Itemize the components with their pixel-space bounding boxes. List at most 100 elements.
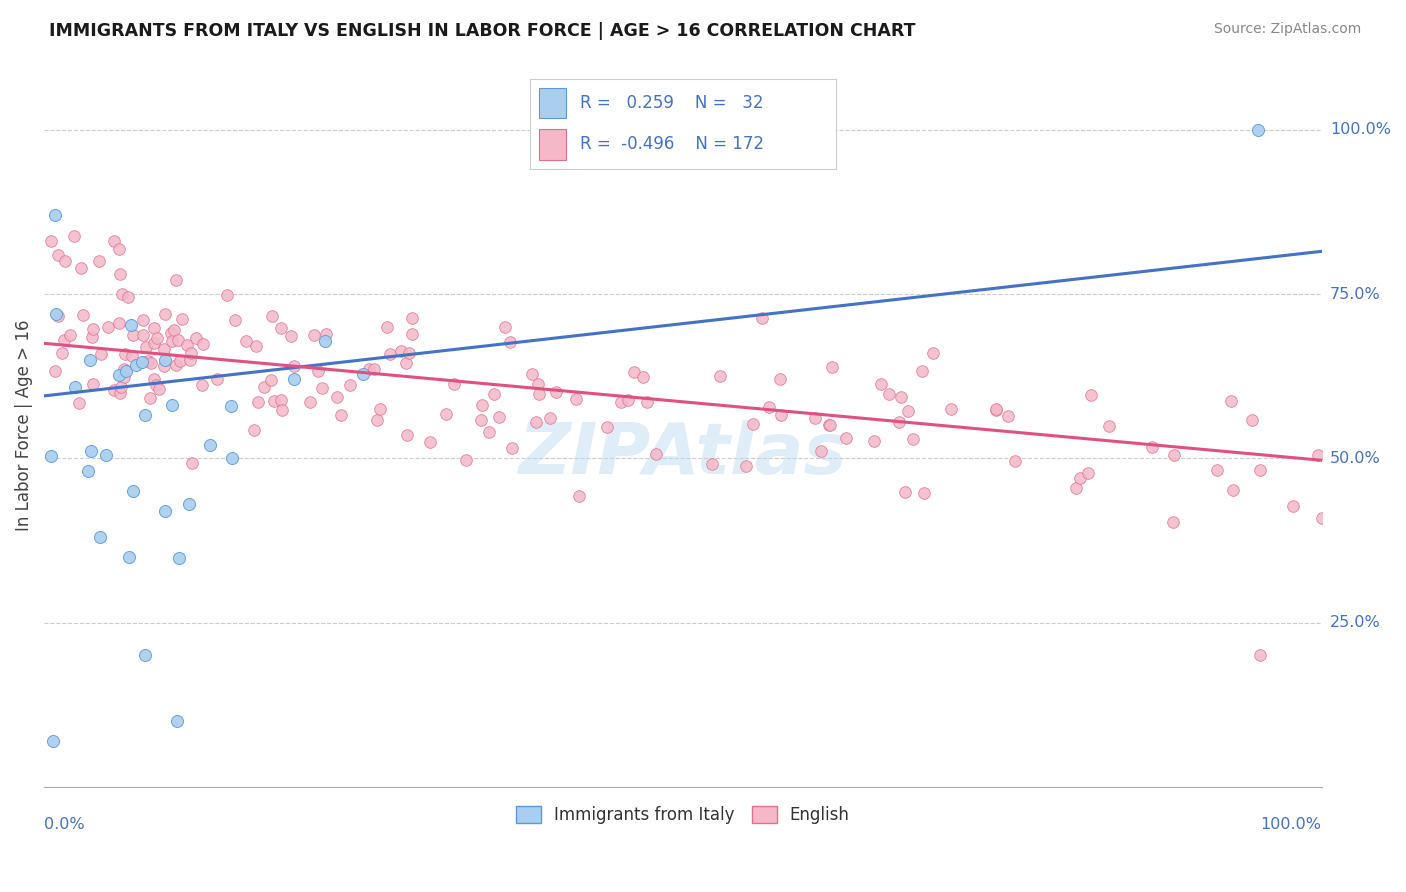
Point	[997, 409, 1019, 423]
Point	[520, 367, 543, 381]
Point	[1282, 500, 1305, 514]
Point	[120, 318, 142, 333]
Point	[170, 311, 193, 326]
Point	[709, 369, 731, 384]
Point	[835, 431, 858, 445]
Point	[820, 417, 842, 432]
Point	[245, 339, 267, 353]
Point	[1069, 471, 1091, 485]
Text: 0.0%: 0.0%	[44, 817, 84, 832]
Point	[862, 434, 884, 449]
Point	[153, 342, 176, 356]
Point	[1161, 515, 1184, 529]
Point	[1206, 463, 1229, 477]
Point	[82, 322, 104, 336]
Point	[97, 320, 120, 334]
Point	[82, 330, 104, 344]
Point	[524, 415, 547, 429]
Point	[283, 372, 305, 386]
Point	[1249, 648, 1271, 663]
Point	[1247, 122, 1270, 136]
Point	[145, 377, 167, 392]
Point	[153, 359, 176, 373]
Point	[191, 337, 214, 351]
Point	[270, 392, 292, 407]
Point	[155, 504, 177, 518]
Legend: Immigrants from Italy, English: Immigrants from Italy, English	[508, 797, 858, 833]
Point	[401, 326, 423, 341]
Point	[922, 346, 945, 360]
Point	[139, 391, 162, 405]
Point	[501, 442, 523, 456]
Point	[1066, 481, 1088, 495]
Point	[1077, 466, 1099, 480]
Point	[114, 347, 136, 361]
Point	[389, 344, 412, 359]
Point	[112, 362, 135, 376]
Point	[298, 395, 321, 409]
Point	[631, 370, 654, 384]
Point	[169, 353, 191, 368]
Point	[482, 387, 505, 401]
Point	[307, 364, 329, 378]
Point	[329, 408, 352, 422]
Point	[67, 396, 90, 410]
Point	[184, 330, 207, 344]
Point	[419, 435, 441, 450]
Point	[986, 403, 1008, 417]
Point	[1163, 448, 1185, 462]
Point	[108, 368, 131, 383]
Point	[217, 288, 239, 302]
Point	[645, 447, 668, 461]
Point	[134, 408, 156, 422]
Point	[302, 327, 325, 342]
Point	[283, 359, 305, 373]
Point	[339, 378, 361, 392]
Point	[375, 320, 398, 334]
Point	[70, 260, 93, 275]
Point	[769, 371, 792, 385]
Text: 50.0%: 50.0%	[1330, 450, 1381, 466]
Point	[314, 334, 336, 349]
Point	[153, 352, 176, 367]
Point	[527, 376, 550, 391]
Point	[911, 364, 934, 378]
Point	[398, 346, 420, 360]
Point	[326, 390, 349, 404]
Point	[181, 456, 204, 470]
Point	[53, 254, 76, 268]
Point	[108, 268, 131, 282]
Point	[758, 400, 780, 414]
Point	[538, 411, 561, 425]
Point	[568, 488, 591, 502]
Point	[166, 714, 188, 728]
Point	[803, 411, 825, 425]
Point	[395, 427, 418, 442]
Point	[131, 354, 153, 368]
Point	[111, 286, 134, 301]
Point	[148, 382, 170, 396]
Point	[145, 331, 167, 345]
Text: 100.0%: 100.0%	[1330, 122, 1391, 137]
Point	[246, 395, 269, 409]
Point	[912, 486, 935, 500]
Text: 25.0%: 25.0%	[1330, 615, 1381, 630]
Point	[198, 438, 221, 452]
Point	[132, 327, 155, 342]
Point	[544, 384, 567, 399]
Point	[242, 423, 264, 437]
Point	[46, 247, 69, 261]
Point	[395, 356, 418, 370]
Point	[167, 551, 190, 566]
Point	[107, 316, 129, 330]
Point	[142, 335, 165, 350]
Point	[734, 458, 756, 473]
Point	[39, 235, 62, 249]
Point	[122, 484, 145, 499]
Point	[1240, 412, 1263, 426]
Point	[890, 390, 912, 404]
Point	[176, 338, 198, 352]
Point	[180, 346, 202, 360]
Point	[1220, 394, 1243, 409]
Point	[112, 370, 135, 384]
